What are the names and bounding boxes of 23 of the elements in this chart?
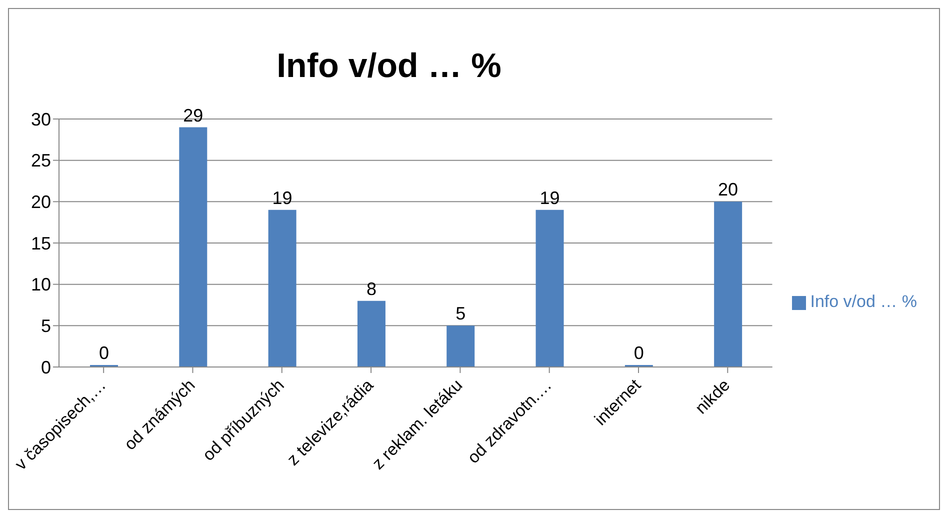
data-label: 8 bbox=[366, 278, 376, 299]
y-tick-label: 5 bbox=[40, 316, 51, 336]
data-label: 29 bbox=[183, 105, 204, 126]
data-label: 0 bbox=[98, 343, 110, 363]
legend-label: Info v/od … % bbox=[810, 292, 917, 311]
data-label: 20 bbox=[718, 180, 738, 200]
data-label: 19 bbox=[272, 188, 292, 208]
bar bbox=[536, 210, 564, 367]
data-label: 5 bbox=[456, 304, 466, 324]
data-label: 0 bbox=[634, 343, 644, 363]
data-label: 19 bbox=[540, 188, 560, 208]
y-tick-label: 15 bbox=[30, 233, 51, 254]
y-tick-label: 0 bbox=[40, 357, 51, 378]
y-tick-label: 30 bbox=[30, 109, 51, 130]
y-tick-label: 10 bbox=[30, 274, 51, 295]
y-tick-label: 25 bbox=[30, 150, 51, 171]
bar bbox=[446, 326, 475, 367]
bar bbox=[357, 300, 386, 367]
bar bbox=[268, 210, 296, 367]
bar bbox=[179, 127, 208, 367]
y-tick-label: 20 bbox=[30, 192, 51, 212]
chart-title: Info v/od … % bbox=[276, 46, 502, 87]
bar bbox=[714, 202, 742, 367]
